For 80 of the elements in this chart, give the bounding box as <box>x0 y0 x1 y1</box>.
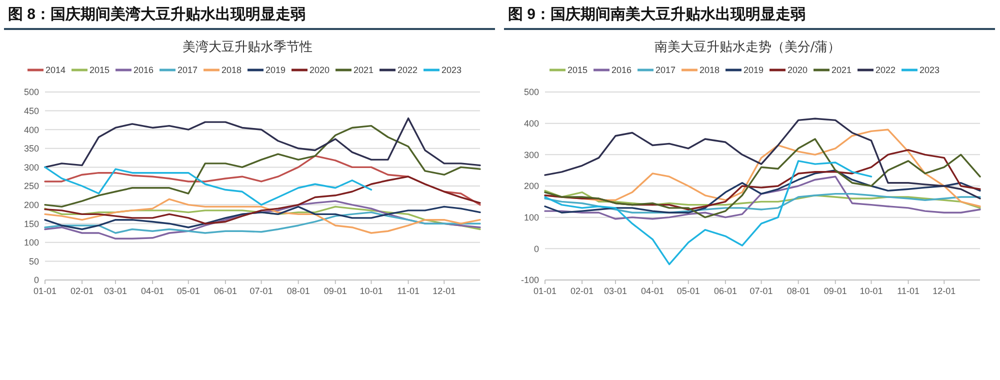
line-series <box>44 176 481 224</box>
x-tick-label: 07-01 <box>250 286 273 296</box>
line-series <box>44 198 481 234</box>
line-series <box>44 166 372 206</box>
y-tick-label: 300 <box>24 162 39 172</box>
x-tick-label: 04-01 <box>141 286 164 296</box>
x-tick-label: 12-01 <box>432 286 456 296</box>
y-tick-label: 250 <box>24 181 39 192</box>
x-tick-label: 05-01 <box>176 286 200 296</box>
x-tick-label: 11-01 <box>897 286 920 296</box>
chart-subtitle: 南美大豆升贴水走势（美分/蒲） <box>654 39 841 55</box>
x-tick-label: 07-01 <box>750 286 773 296</box>
y-tick-label: 350 <box>24 144 39 154</box>
y-tick-label: 300 <box>524 150 539 160</box>
x-tick-label: 08-01 <box>786 286 810 296</box>
legend-label: 2022 <box>876 65 896 76</box>
line-series <box>44 155 481 206</box>
line-series <box>44 211 481 234</box>
line-series <box>544 160 872 266</box>
y-tick-label: 200 <box>24 200 39 210</box>
legend-label: 2015 <box>90 65 110 76</box>
legend-label: 2023 <box>920 65 940 76</box>
x-tick-label: 02-01 <box>70 286 94 296</box>
y-tick-label: 50 <box>28 256 39 266</box>
legend-label: 2016 <box>612 65 632 76</box>
legend-label: 2021 <box>354 65 374 76</box>
legend-label: 2022 <box>398 65 418 76</box>
line-series <box>544 118 981 200</box>
y-tick-label: 0 <box>534 244 539 254</box>
x-tick-label: 04-01 <box>641 286 664 296</box>
x-tick-label: 05-01 <box>676 286 700 296</box>
x-tick-label: 11-01 <box>397 286 420 296</box>
y-tick-label: 200 <box>524 181 539 192</box>
x-tick-label: 10-01 <box>360 286 383 296</box>
y-tick-label: -100 <box>520 275 539 286</box>
legend-label: 2016 <box>134 65 154 76</box>
y-tick-label: 500 <box>24 87 39 98</box>
x-tick-label: 10-01 <box>860 286 883 296</box>
y-tick-label: 450 <box>24 106 39 116</box>
legend-label: 2020 <box>310 65 330 76</box>
legend-label: 2018 <box>700 65 720 76</box>
legend-label: 2017 <box>178 65 198 76</box>
x-tick-label: 09-01 <box>824 286 847 296</box>
x-tick-label: 02-01 <box>570 286 594 296</box>
x-tick-label: 03-01 <box>104 286 128 296</box>
line-series <box>44 124 481 208</box>
x-tick-label: 09-01 <box>324 286 347 296</box>
x-tick-label: 01-01 <box>33 286 57 296</box>
y-tick-label: 150 <box>24 218 39 229</box>
legend-label: 2018 <box>222 65 242 76</box>
line-series <box>544 176 981 220</box>
legend-label: 2019 <box>266 65 286 76</box>
legend-label: 2023 <box>442 65 462 76</box>
y-tick-label: 500 <box>524 87 539 98</box>
y-tick-label: 0 <box>34 275 39 286</box>
line-series <box>544 190 981 209</box>
y-tick-label: 100 <box>524 212 539 222</box>
x-tick-label: 03-01 <box>604 286 628 296</box>
x-tick-label: 06-01 <box>214 286 237 296</box>
legend-label: 2015 <box>568 65 588 76</box>
legend-label: 2017 <box>656 65 676 76</box>
legend-label: 2020 <box>788 65 808 76</box>
chart-title: 图 8：国庆期间美湾大豆升贴水出现明显走弱 <box>8 5 306 23</box>
line-series <box>544 149 981 210</box>
x-tick-label: 12-01 <box>932 286 956 296</box>
y-tick-label: 100 <box>24 238 39 248</box>
chart-subtitle: 美湾大豆升贴水季节性 <box>182 39 312 55</box>
line-series <box>544 192 981 214</box>
line-series <box>544 138 981 218</box>
y-tick-label: 400 <box>24 124 39 135</box>
legend-label: 2019 <box>744 65 764 76</box>
x-tick-label: 01-01 <box>533 286 557 296</box>
chart-title: 图 9：国庆期间南美大豆升贴水出现明显走弱 <box>508 5 806 23</box>
legend-label: 2021 <box>832 65 852 76</box>
y-tick-label: 400 <box>524 118 539 128</box>
x-tick-label: 06-01 <box>714 286 737 296</box>
line-series <box>544 169 981 214</box>
legend-label: 2014 <box>46 65 66 76</box>
x-tick-label: 08-01 <box>286 286 310 296</box>
line-series <box>44 117 481 168</box>
